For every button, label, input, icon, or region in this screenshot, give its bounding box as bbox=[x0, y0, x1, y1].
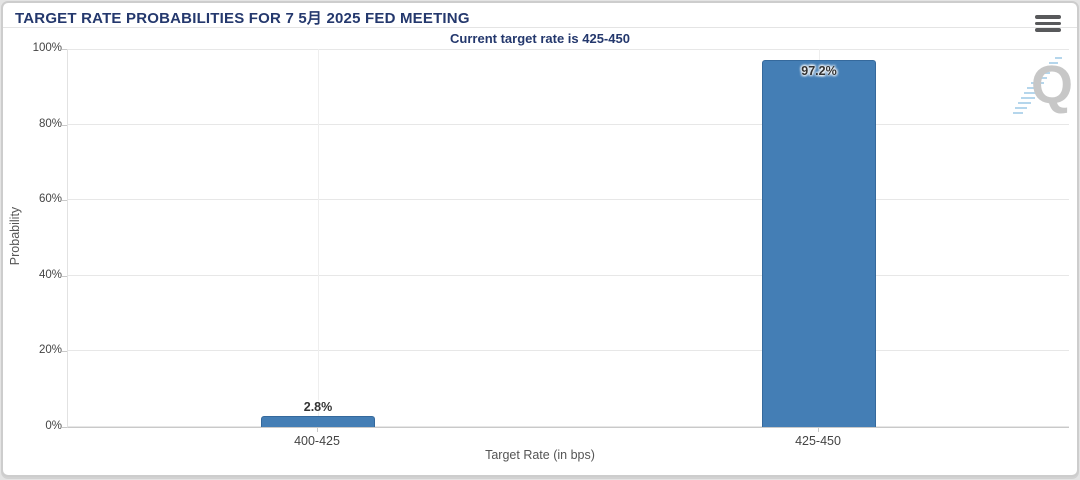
panel-header: TARGET RATE PROBABILITIES FOR 7 5月 2025 … bbox=[3, 3, 1077, 32]
y-tick-label-0: 0% bbox=[45, 420, 62, 432]
y-tick-label-60: 60% bbox=[38, 193, 62, 206]
x-category-label-400-425: 400-425 bbox=[294, 434, 340, 448]
page-title: TARGET RATE PROBABILITIES FOR 7 5月 2025 … bbox=[15, 10, 470, 27]
category-gridline bbox=[318, 49, 319, 427]
hamburger-bar bbox=[1035, 15, 1061, 19]
hamburger-bar bbox=[1035, 21, 1061, 25]
y-tick-mark bbox=[62, 275, 67, 277]
plot-area: 2.8% 97.2% bbox=[67, 49, 1069, 428]
bar-400-425[interactable] bbox=[261, 416, 375, 427]
y-axis-title: Probability bbox=[8, 206, 22, 266]
y-tick-mark bbox=[62, 427, 67, 428]
gridline-60 bbox=[68, 199, 1069, 201]
data-label-400-425: 2.8% bbox=[303, 400, 333, 415]
x-category-label-425-450: 425-450 bbox=[795, 434, 841, 448]
gridline-0 bbox=[68, 426, 1069, 427]
bar-425-450[interactable] bbox=[762, 59, 876, 427]
gridline-20 bbox=[68, 350, 1069, 352]
y-tick-mark bbox=[62, 351, 67, 353]
y-tick-label-100: 100% bbox=[32, 42, 62, 54]
gridline-80 bbox=[68, 123, 1069, 125]
chart-subtitle: Current target rate is 425-450 bbox=[450, 31, 630, 46]
gridline-40 bbox=[68, 274, 1069, 276]
hamburger-menu-icon[interactable] bbox=[1035, 15, 1061, 33]
gridline-100 bbox=[68, 49, 1069, 50]
y-tick-mark bbox=[62, 124, 67, 126]
y-tick-mark bbox=[62, 200, 67, 202]
data-label-425-450: 97.2% bbox=[801, 63, 837, 78]
y-tick-label-20: 20% bbox=[38, 344, 62, 357]
x-tick-mark bbox=[317, 427, 318, 432]
hamburger-bar bbox=[1035, 28, 1061, 32]
x-axis-title: Target Rate (in bps) bbox=[485, 448, 595, 462]
y-tick-label-40: 40% bbox=[38, 268, 62, 281]
y-tick-mark bbox=[62, 49, 67, 50]
y-tick-label-80: 80% bbox=[38, 117, 62, 130]
x-tick-mark bbox=[818, 427, 819, 432]
